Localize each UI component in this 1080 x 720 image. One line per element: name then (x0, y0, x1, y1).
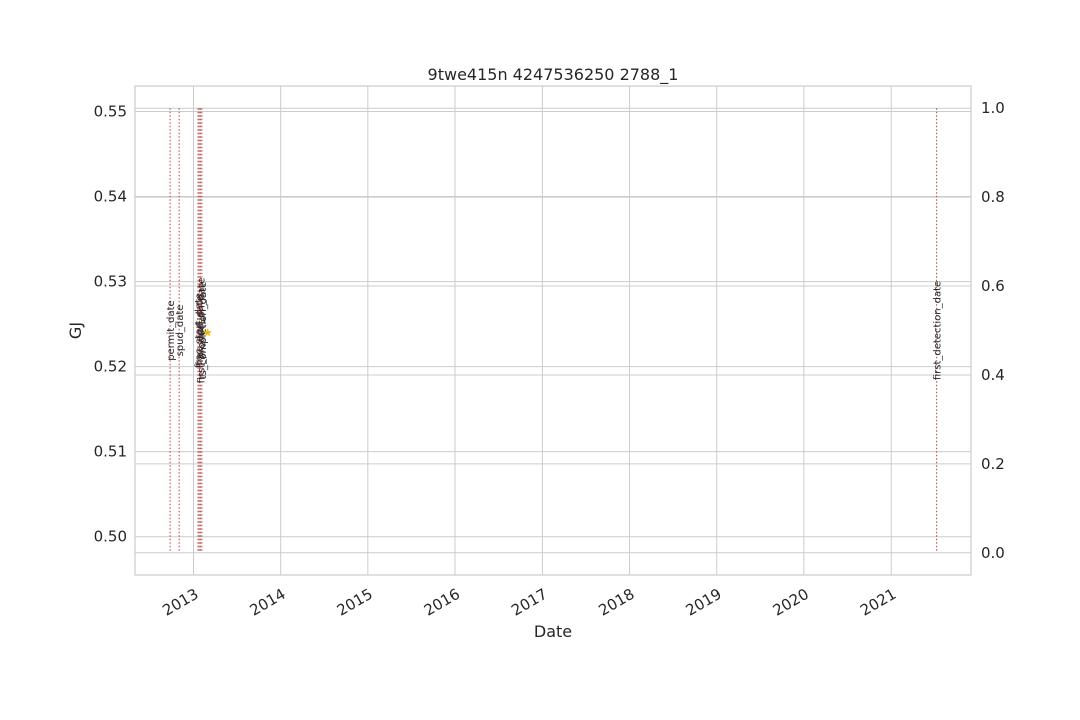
y2-tick-label: 0.4 (981, 366, 1005, 384)
x-tick-label: 2015 (334, 585, 376, 620)
x-tick-label: 2017 (508, 585, 550, 620)
y2-tick-label: 0.6 (981, 277, 1005, 295)
y-tick-label: 0.53 (94, 273, 127, 291)
event-label: frac_start_date (194, 293, 205, 368)
data-points (203, 328, 212, 337)
plot-frame (134, 85, 972, 576)
y-tick-label: 0.52 (94, 358, 127, 376)
grid (135, 86, 971, 575)
x-tick-label: 2019 (683, 585, 725, 620)
x-tick-label: 2018 (595, 585, 637, 620)
y2-tick-label: 0.0 (981, 544, 1005, 562)
y2-tick-label: 0.2 (981, 455, 1005, 473)
data-point-star (203, 328, 212, 337)
x-tick-label: 2013 (159, 585, 201, 620)
event-label: ts_completion_date (198, 282, 209, 379)
event-label: first_detection_date (933, 281, 944, 380)
event-label: permit_date (166, 300, 177, 360)
y2-tick-label: 1.0 (981, 99, 1005, 117)
x-axis-label: Date (534, 622, 572, 641)
x-tick-label: 2021 (857, 585, 899, 620)
chart-title: 9twe415n 4247536250 2788_1 (428, 65, 679, 85)
y-tick-label: 0.54 (94, 188, 127, 206)
y-tick-label: 0.51 (94, 443, 127, 461)
y2-axis-ticks: 0.0 0.2 0.4 0.6 0.8 1.0 (981, 99, 1005, 562)
x-tick-label: 2020 (770, 585, 812, 620)
y-tick-label: 0.55 (94, 103, 127, 121)
event-label: first_production_date (196, 278, 207, 384)
x-tick-label: 2014 (247, 585, 289, 620)
y-tick-label: 0.50 (94, 528, 127, 546)
y-axis-label: GJ (66, 322, 85, 339)
event-label: spud_date (175, 305, 186, 357)
x-axis-ticks: 2013 2014 2015 2016 2017 2018 2019 2020 2021 (159, 585, 899, 620)
y-axis-ticks: 0.50 0.51 0.52 0.53 0.54 0.55 (94, 103, 127, 546)
event-label: frac_end_date (195, 295, 206, 366)
x-tick-label: 2016 (421, 585, 463, 620)
y2-tick-label: 0.8 (981, 188, 1005, 206)
